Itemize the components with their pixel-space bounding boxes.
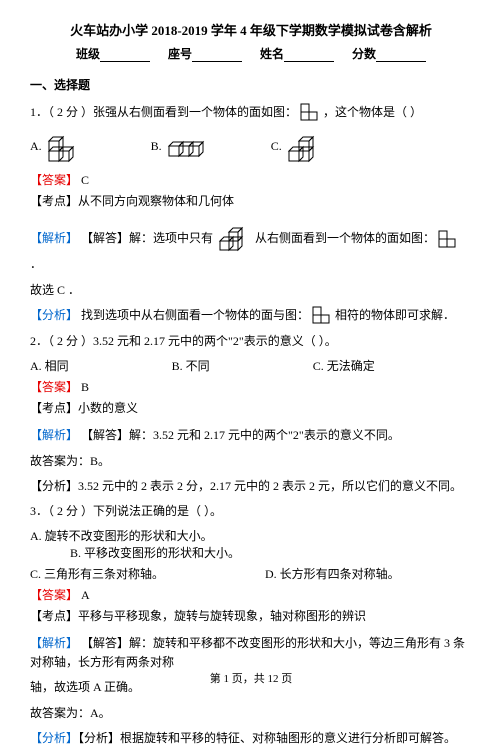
q3-jiexi-a: 【解答】解：旋转和平移都不改变图形的形状和大小，等边三角形有 3 条对称轴，长方… [30, 636, 465, 669]
blank-seat [192, 50, 242, 62]
q1-jiexi-label: 【解析】 [30, 231, 78, 245]
q1-answer: 【答案】 C [30, 171, 472, 188]
q2-opt-c: C. 无法确定 [313, 357, 375, 374]
q1-options: A. B. C. [30, 129, 472, 165]
q1-kaodian: 【考点】从不同方向观察物体和几何体 [30, 192, 472, 209]
q2-answer-val: B [81, 380, 89, 394]
q1-stem: 1．（ 2 分 ）张强从右侧面看到一个物体的面如图： ，这个物体是（ ） [30, 103, 472, 123]
cube-jiexi-icon [216, 223, 252, 255]
q1-fenxi: 【分析】 找到选项中从右侧面看一个物体的面与图： 相符的物体即可求解． [30, 306, 472, 326]
q3-stem: 3．（ 2 分 ）下列说法正确的是（ ）。 [30, 502, 472, 521]
q1-fenxi-a: 找到选项中从右侧面看一个物体的面与图： [81, 308, 309, 322]
q3-fenxi-text: 【分析】根据旋转和平移的特征、对称轴图形的意义进行分析即可解答。 [78, 731, 456, 745]
q3-options-row2: C. 三角形有三条对称轴。 D. 长方形有四条对称轴。 [30, 565, 472, 582]
label-name: 姓名 [260, 45, 284, 62]
q2-kaodian-label: 【考点】 [30, 401, 78, 415]
q2-fenxi: 【分析】3.52 元中的 2 表示 2 分，2.17 元中的 2 表示 2 元，… [30, 477, 472, 496]
q2-jiexi-b: 故答案为：B。 [30, 452, 472, 471]
label-seat: 座号 [168, 45, 192, 62]
q1-opt-a-label: A. [30, 139, 42, 153]
front-view-icon-3 [312, 306, 332, 326]
q2-jiexi-label: 【解析】 [30, 428, 78, 442]
q3-fenxi: 【分析】【分析】根据旋转和平移的特征、对称轴图形的意义进行分析即可解答。 [30, 729, 472, 748]
q3-answer-label: 【答案】 [30, 588, 78, 602]
q1-opt-b-label: B. [151, 139, 162, 153]
front-view-icon-2 [438, 229, 458, 249]
q2-options: A. 相同 B. 不同 C. 无法确定 [30, 357, 472, 374]
section-1-title: 一、选择题 [30, 76, 472, 93]
q3-opt-a: A. 旋转不改变图形的形状和大小。 [30, 527, 213, 544]
q2-opt-b: B. 不同 [172, 357, 210, 374]
q3-answer: 【答案】 A [30, 586, 472, 603]
q1-kaodian-label: 【考点】 [30, 194, 78, 208]
blank-score [376, 50, 426, 62]
q1-fenxi-b: 相符的物体即可求解． [335, 308, 455, 322]
q3-jiexi-label: 【解析】 [30, 636, 78, 650]
q2-opt-a: A. 相同 [30, 357, 69, 374]
blank-class [100, 50, 150, 62]
q1-opt-c-label: C. [271, 139, 282, 153]
q2-jiexi-a: 【解答】解：3.52 元和 2.17 元中的两个"2"表示的意义不同。 [81, 428, 400, 442]
q3-jiexi-c: 故答案为：A。 [30, 704, 472, 723]
q2-jiexi: 【解析】 【解答】解：3.52 元和 2.17 元中的两个"2"表示的意义不同。 [30, 426, 472, 445]
q2-kaodian: 【考点】小数的意义 [30, 399, 472, 416]
q3-opt-d: D. 长方形有四条对称轴。 [265, 565, 400, 582]
front-view-icon [300, 103, 320, 123]
q1-jiexi-d: 故选 C ． [30, 281, 472, 300]
q3-fenxi-label: 【分析】 [30, 731, 78, 745]
q2-kaodian-val: 小数的意义 [78, 401, 138, 415]
q3-opt-c: C. 三角形有三条对称轴。 [30, 565, 164, 582]
q1-answer-label: 【答案】 [30, 173, 78, 187]
q2-answer-label: 【答案】 [30, 380, 78, 394]
q3-kaodian-label: 【考点】 [30, 609, 78, 623]
q1-stem-b: ，这个物体是（ ） [323, 105, 422, 119]
q2-answer: 【答案】 B [30, 378, 472, 395]
q2-stem: 2．（ 2 分 ）3.52 元和 2.17 元中的两个"2"表示的意义（ ）。 [30, 332, 472, 351]
cube-option-a-icon [45, 129, 85, 165]
q3-answer-val: A [81, 588, 90, 602]
q1-jiexi-c: ． [30, 257, 42, 271]
q3-options-row1: A. 旋转不改变图形的形状和大小。 B. 平移改变图形的形状和大小。 [30, 527, 472, 561]
label-class: 班级 [76, 45, 100, 62]
q3-jiexi: 【解析】 【解答】解：旋转和平移都不改变图形的形状和大小，等边三角形有 3 条对… [30, 634, 472, 672]
page-number: 第 1 页，共 12 页 [210, 673, 293, 685]
q1-fenxi-label: 【分析】 [30, 308, 78, 322]
exam-title: 火车站办小学 2018-2019 学年 4 年级下学期数学模拟试卷含解析 [30, 20, 472, 39]
q1-jiexi: 【解析】 【解答】解：选项中只有 从右侧面看到一个物体的面如图： ． [30, 223, 472, 274]
blank-name [284, 50, 334, 62]
q1-stem-a: 1．（ 2 分 ）张强从右侧面看到一个物体的面如图： [30, 105, 297, 119]
cube-option-c-icon [285, 129, 325, 165]
header-fields: 班级 座号 姓名 分数 [30, 45, 472, 62]
q1-answer-val: C [81, 173, 89, 187]
q3-kaodian-val: 平移与平移现象，旋转与旋转现象，轴对称图形的辨识 [78, 609, 366, 623]
q1-jiexi-b: 从右侧面看到一个物体的面如图： [255, 231, 435, 245]
label-score: 分数 [352, 45, 376, 62]
q1-kaodian-val: 从不同方向观察物体和几何体 [78, 194, 234, 208]
q3-kaodian: 【考点】平移与平移现象，旋转与旋转现象，轴对称图形的辨识 [30, 607, 472, 624]
q1-jiexi-a: 【解答】解：选项中只有 [81, 231, 213, 245]
cube-option-b-icon [165, 132, 215, 162]
page-footer: 第 1 页，共 12 页 [0, 670, 502, 686]
q3-opt-b: B. 平移改变图形的形状和大小。 [70, 544, 240, 561]
